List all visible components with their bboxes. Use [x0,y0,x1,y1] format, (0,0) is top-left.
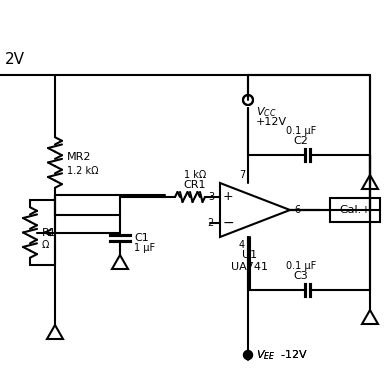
Text: $V_{CC}$: $V_{CC}$ [256,105,276,119]
Text: Gal.+: Gal.+ [339,205,371,215]
Text: 2V: 2V [5,53,25,68]
Text: MR2: MR2 [67,152,91,162]
Text: −: − [222,216,234,230]
Text: 2: 2 [208,218,214,228]
Text: 7: 7 [239,170,245,180]
Text: 4: 4 [239,240,245,250]
Text: +12V: +12V [256,117,287,127]
Text: U1: U1 [242,250,258,260]
FancyBboxPatch shape [330,198,380,222]
Text: 1 kΩ: 1 kΩ [184,170,206,180]
Circle shape [243,351,253,359]
Text: 3: 3 [208,192,214,202]
Text: $V_{EE}$  -12V: $V_{EE}$ -12V [256,348,308,362]
Text: C3: C3 [294,271,308,281]
Circle shape [244,351,252,359]
Text: Ω: Ω [42,240,50,250]
Text: UA741: UA741 [232,262,268,272]
Text: 0.1 μF: 0.1 μF [286,261,316,271]
Text: R1: R1 [42,227,57,237]
Text: $V_{EE}$  -12V: $V_{EE}$ -12V [256,348,308,362]
Text: 6: 6 [294,205,300,215]
Text: +: + [223,190,233,204]
Text: C1: C1 [134,233,149,243]
Text: 0.1 μF: 0.1 μF [286,126,316,136]
Text: C2: C2 [293,136,308,146]
Text: 1.2 kΩ: 1.2 kΩ [67,166,99,175]
Text: CR1: CR1 [184,180,206,190]
Text: 1 μF: 1 μF [134,243,155,253]
